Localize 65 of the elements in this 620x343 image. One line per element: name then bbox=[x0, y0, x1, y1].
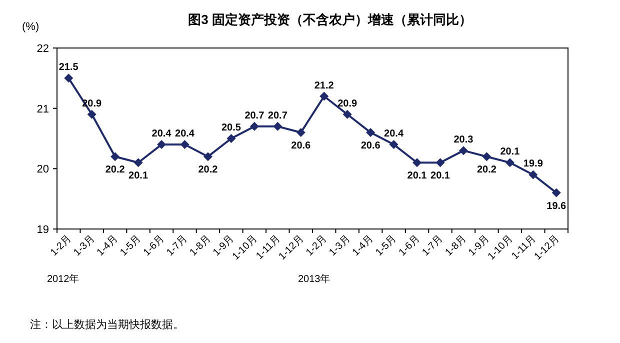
point bbox=[412, 158, 422, 168]
x-tick-label: 1-6月 bbox=[397, 233, 422, 258]
text: 2013年 bbox=[298, 273, 330, 285]
x-tick-label: 1-4月 bbox=[95, 233, 120, 258]
point bbox=[366, 128, 376, 137]
point bbox=[226, 134, 236, 143]
data-label: 19.6 bbox=[546, 200, 567, 212]
data-label: 20.7 bbox=[268, 110, 288, 122]
point bbox=[342, 110, 352, 119]
data-label: 20.4 bbox=[152, 128, 172, 140]
chart-title: 图3 固定资产投资（不含农户）增速（累计同比） bbox=[188, 12, 472, 27]
y-tick-label: 22 bbox=[36, 43, 49, 55]
x-tick-label: 1-3月 bbox=[72, 233, 97, 258]
point bbox=[273, 122, 282, 131]
data-label: 20.1 bbox=[430, 170, 450, 182]
x-tick-label: 1-8月 bbox=[444, 233, 469, 258]
point bbox=[87, 110, 96, 119]
x-tick-label: 1-8月 bbox=[188, 233, 214, 258]
point bbox=[180, 140, 190, 150]
x-tick-label: 1-5月 bbox=[374, 233, 399, 258]
point bbox=[482, 152, 492, 162]
data-label: 20.1 bbox=[407, 170, 428, 182]
point bbox=[320, 92, 329, 101]
data-label: 20.7 bbox=[244, 110, 265, 122]
point bbox=[296, 128, 306, 137]
data-label: 21.5 bbox=[58, 62, 79, 74]
data-label: 20.4 bbox=[175, 128, 195, 140]
point bbox=[250, 122, 259, 131]
point bbox=[552, 188, 561, 198]
x-tick-label: 1-2月 bbox=[48, 233, 74, 258]
point bbox=[389, 140, 398, 150]
text: 注：以上数据为当期快报数据。 bbox=[30, 318, 184, 331]
y-axis-title: (%) bbox=[22, 21, 40, 33]
x-tick-label: 1-5月 bbox=[118, 233, 144, 258]
point bbox=[505, 158, 514, 168]
y-tick-label: 21 bbox=[36, 103, 49, 116]
point bbox=[203, 152, 212, 162]
point bbox=[64, 74, 74, 83]
data-label: 20.2 bbox=[476, 164, 497, 176]
x-tick-label: 1-7月 bbox=[420, 233, 446, 258]
data-label: 20.1 bbox=[128, 170, 148, 182]
x-tick-label: 1-3月 bbox=[327, 233, 352, 258]
data-label: 19.9 bbox=[523, 158, 544, 170]
data-label: 20.4 bbox=[384, 128, 404, 140]
y-tick-label: 20 bbox=[36, 164, 49, 176]
text: 2012年 bbox=[47, 273, 80, 285]
data-label: 20.9 bbox=[338, 98, 358, 110]
data-label: 20.2 bbox=[198, 164, 218, 176]
x-tick-label: 1-2月 bbox=[304, 233, 330, 258]
data-label: 21.2 bbox=[314, 80, 334, 92]
data-label: 20.6 bbox=[360, 140, 381, 152]
point bbox=[528, 170, 538, 180]
data-label: 20.5 bbox=[221, 122, 242, 134]
point bbox=[110, 152, 120, 162]
data-label: 20.2 bbox=[105, 164, 126, 176]
data-label: 20.1 bbox=[500, 146, 520, 158]
data-label: 20.6 bbox=[291, 140, 312, 152]
point bbox=[134, 158, 143, 168]
x-tick-label: 1-4月 bbox=[350, 233, 376, 258]
x-tick-label: 1-6月 bbox=[142, 233, 167, 258]
point bbox=[458, 146, 468, 156]
y-tick-label: 19 bbox=[36, 224, 49, 236]
point bbox=[436, 158, 445, 168]
data-label: 20.3 bbox=[454, 134, 474, 146]
x-tick-label: 1-7月 bbox=[164, 233, 190, 258]
